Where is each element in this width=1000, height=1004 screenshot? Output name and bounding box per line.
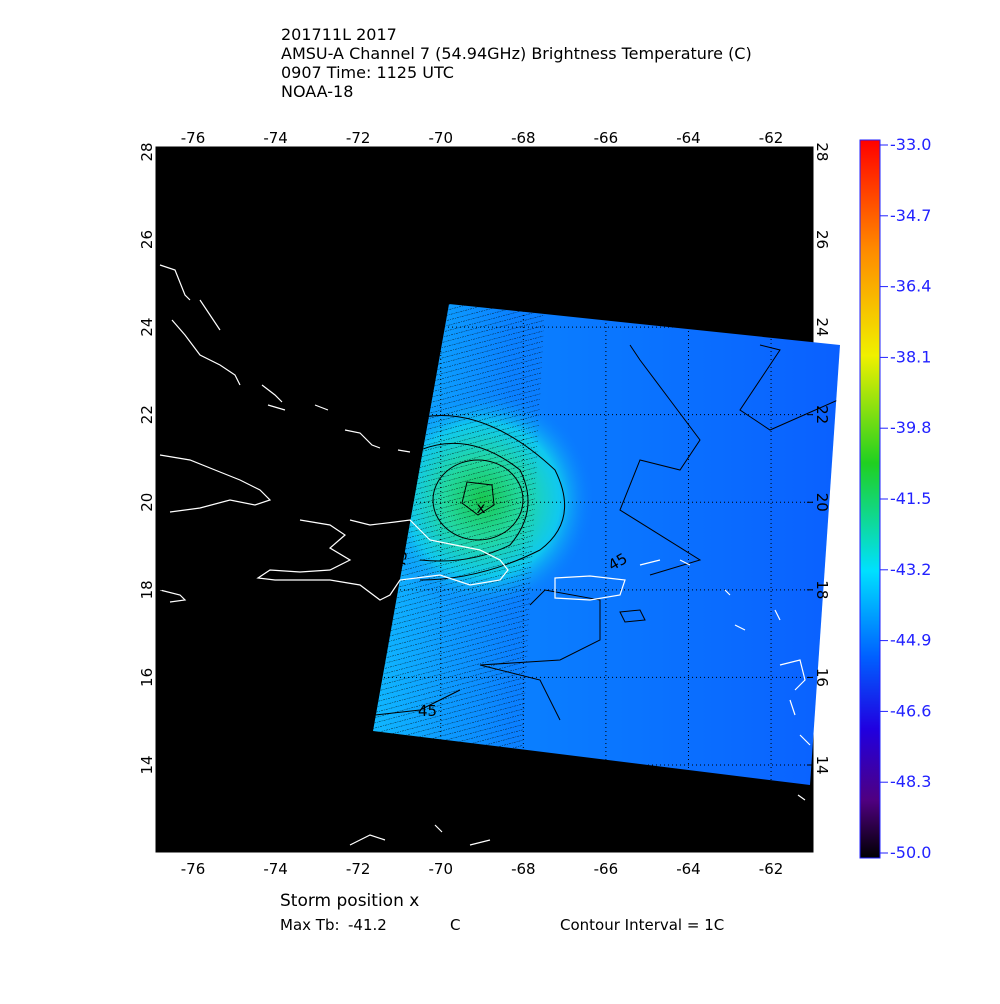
title-line: NOAA-18: [281, 82, 353, 101]
lon-label: -64: [676, 129, 701, 147]
lon-label: -62: [759, 860, 784, 878]
lat-label: 26: [138, 230, 156, 249]
lat-label: 22: [138, 405, 156, 424]
lon-label: -70: [428, 860, 453, 878]
title-line: AMSU-A Channel 7 (54.94GHz) Brightness T…: [281, 44, 752, 63]
coastlines: [159, 264, 811, 846]
lon-label: -72: [346, 860, 371, 878]
lat-label: 18: [138, 580, 156, 599]
lon-label: -68: [511, 129, 536, 147]
colorbar: [859, 139, 881, 859]
max-tb: -41.2: [348, 916, 387, 934]
lon-label: -66: [594, 129, 619, 147]
lat-label: 22: [813, 405, 831, 424]
lat-label: 28: [138, 142, 156, 161]
colorbar-label: -38.1: [890, 347, 931, 366]
lon-label: -68: [511, 860, 536, 878]
max-tb-unit: C: [450, 916, 460, 934]
lat-label: 16: [138, 668, 156, 687]
contour-label: 45: [390, 549, 411, 571]
lon-label: -72: [346, 129, 371, 147]
colorbar-label: -43.2: [890, 560, 931, 579]
title-line: 201711L 2017: [281, 25, 397, 44]
lat-label: 24: [138, 318, 156, 337]
title-line: 0907 Time: 1125 UTC: [281, 63, 454, 82]
colorbar-label: -44.9: [890, 631, 931, 650]
lat-label: 20: [138, 493, 156, 512]
lon-label: -64: [676, 860, 701, 878]
lon-label: -74: [263, 860, 288, 878]
colorbar-label: -48.3: [890, 772, 931, 791]
lat-label: 18: [813, 580, 831, 599]
colorbar-label: -33.0: [890, 135, 931, 154]
lon-label: -66: [594, 860, 619, 878]
lat-label: 20: [813, 493, 831, 512]
lat-label: 24: [813, 318, 831, 337]
colorbar-label: -46.6: [890, 701, 931, 720]
lon-label: -76: [181, 129, 206, 147]
lat-label: 26: [813, 230, 831, 249]
colorbar-label: -41.5: [890, 489, 931, 508]
colorbar-label: -39.8: [890, 418, 931, 437]
lon-label: -70: [428, 129, 453, 147]
lon-label: -62: [759, 129, 784, 147]
storm-position-label: Storm position x: [280, 891, 419, 911]
colorbar-label: -36.4: [890, 277, 931, 296]
lat-label: 14: [813, 755, 831, 774]
lat-label: 14: [138, 755, 156, 774]
max-tb-label: Max Tb:: [280, 916, 340, 934]
colorbar-label: -34.7: [890, 206, 931, 225]
lat-label: 28: [813, 142, 831, 161]
lon-label: -74: [263, 129, 288, 147]
lat-label: 16: [813, 668, 831, 687]
lon-label: -76: [181, 860, 206, 878]
colorbar-label: -50.0: [890, 843, 931, 862]
contour-label: 45: [418, 702, 437, 720]
contour-interval: Contour Interval = 1C: [560, 916, 724, 934]
storm-position: x: [477, 499, 486, 517]
